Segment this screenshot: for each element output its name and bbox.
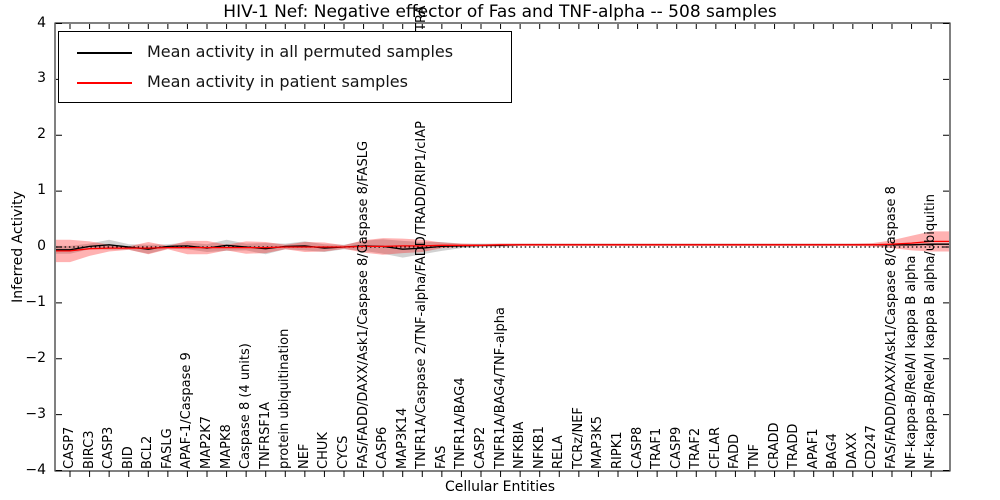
x-tick-label: protein ubiquitination [277,328,293,469]
x-tick-label: TRAF2 [688,427,704,469]
x-tick-label: MAP3K5 [590,415,606,469]
x-tick-label: TRADD [786,423,802,469]
legend: Mean activity in all permuted samples Me… [58,31,512,103]
x-tick-label: BID [120,446,136,469]
y-tick-label: 3 [37,70,46,87]
x-tick-label: CASP6 [375,426,391,469]
y-tick-label: −2 [25,349,46,366]
x-tick-label: CASP9 [668,426,684,469]
x-axis-label: Cellular Entities [444,479,556,495]
x-tick-label: TNFR1A/BAG4/TNF-alpha [492,307,508,469]
legend-item-permuted: Mean activity in all permuted samples [59,38,511,68]
chart-title: HIV-1 Nef: Negative effector of Fas and … [223,2,777,22]
x-tick-label: DAXX [844,432,860,470]
x-tick-label: TNFR1A/Caspase 2/TNF-alpha/FADD/TRADD/RI… [414,121,430,469]
x-tick-label: NF-kappa-B/RelA/I kappa B alpha/ubiquiti… [923,194,939,469]
x-tick-label: BAG4 [825,433,841,469]
legend-label-permuted: Mean activity in all permuted samples [147,42,454,61]
permuted-line-swatch-icon [77,52,132,54]
x-tick-label: FAS [433,445,449,469]
clipped-tick-label-fragment: TRA [414,5,429,31]
x-tick-label: BIRC3 [81,430,97,470]
patient-line-swatch-icon [77,82,132,84]
x-tick-label: MAP3K14 [394,407,410,469]
x-tick-label: FAS/FADD/DAXX/Ask1/Caspase 8/Caspase 8 [883,186,899,469]
x-tick-label: CASP2 [472,426,488,469]
x-tick-label: TNFR1A/BAG4 [453,377,469,469]
x-tick-label: NF-kappa-B/RelA/I kappa B alpha [903,255,919,469]
x-tick-label: MAP2K7 [198,415,214,469]
y-tick-label: 4 [37,14,46,31]
y-tick-label: −4 [25,461,46,478]
x-tick-label: FAS/FADD/DAXX/Ask1/Caspase 8/Caspase 8/F… [355,140,371,469]
legend-item-patient: Mean activity in patient samples [59,68,511,98]
x-tick-label: NFKB1 [531,426,547,469]
x-tick-label: CHUK [316,432,332,469]
x-tick-label: CFLAR [707,426,723,469]
y-tick-label: −1 [25,293,46,310]
x-tick-label: RELA [551,435,567,469]
x-tick-label: Caspase 8 (4 units) [238,343,254,469]
x-tick-label: RIPK1 [609,431,625,469]
x-tick-label: MAPK8 [218,424,234,469]
x-tick-label: CASP3 [101,426,117,469]
x-tick-label: CYCS [335,435,351,469]
y-tick-label: 0 [37,238,46,254]
x-tick-label: CRADD [766,422,782,470]
x-tick-label: NEF [296,443,312,469]
x-tick-label: CASP8 [629,426,645,469]
x-tick-label: NFKBIA [512,421,528,469]
y-tick-label: 2 [37,126,46,143]
x-tick-label: BCL2 [140,435,156,469]
legend-label-patient: Mean activity in patient samples [147,72,408,91]
x-tick-label: APAF1 [805,428,821,469]
x-tick-label: FASLG [159,428,175,469]
x-tick-label: TNFRSF1A [257,401,273,469]
x-tick-label: APAF-1/Caspase 9 [179,352,195,469]
y-tick-label: −3 [25,405,46,422]
y-tick-label: 1 [37,182,46,199]
x-tick-label: FADD [727,433,743,469]
x-tick-label: CD247 [864,425,880,469]
x-tick-label: TRAF1 [649,427,665,469]
x-tick-label: TNF [746,443,762,469]
x-tick-label: TCRz/NEF [570,407,586,469]
x-tick-label: CASP7 [62,426,77,469]
